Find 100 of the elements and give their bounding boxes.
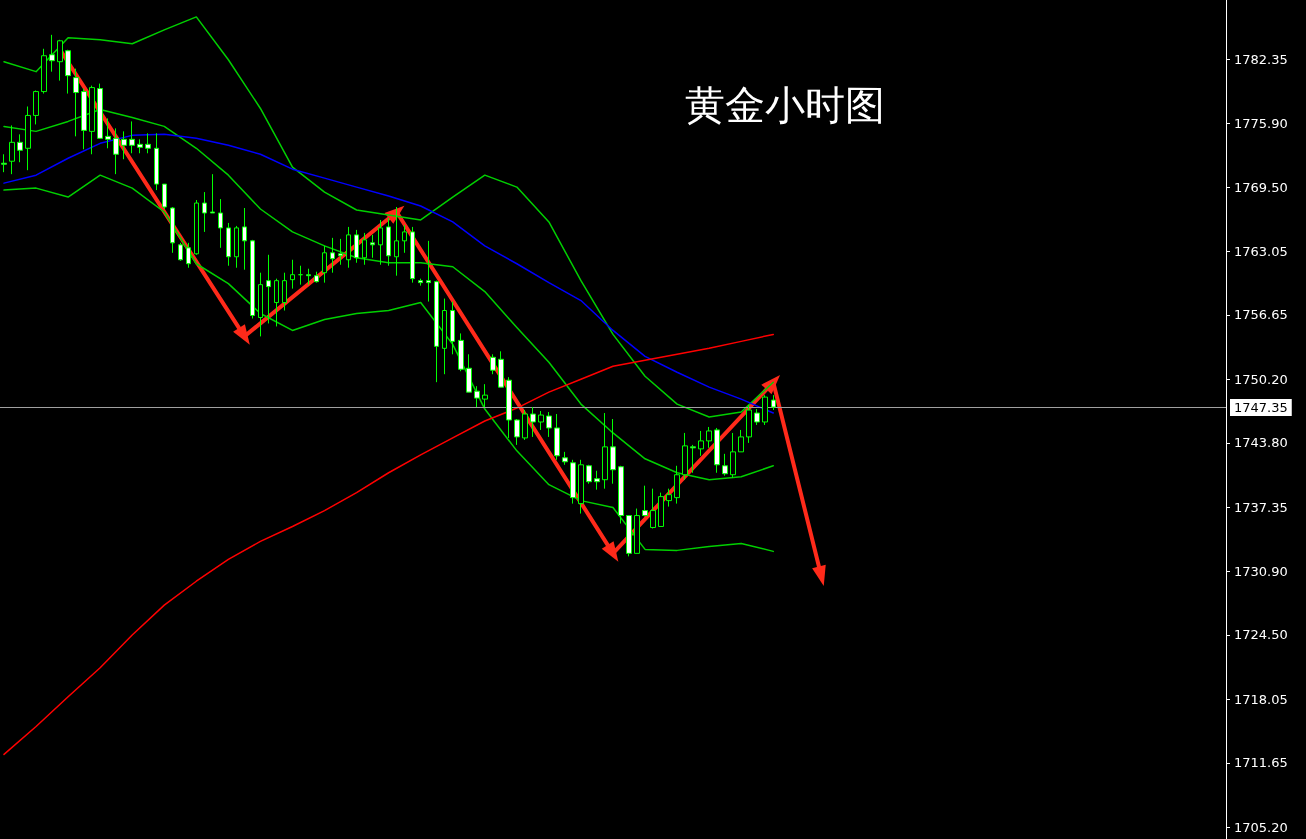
candlestick bbox=[1, 153, 7, 173]
y-tick-label: 1756.65 bbox=[1234, 307, 1288, 323]
candlestick bbox=[194, 199, 199, 256]
y-tick-label: 1718.05 bbox=[1234, 691, 1288, 707]
candlestick bbox=[282, 272, 287, 312]
candlestick bbox=[530, 406, 536, 438]
candlestick bbox=[57, 39, 63, 82]
candlestick bbox=[754, 408, 760, 426]
candlestick bbox=[498, 350, 504, 388]
candlestick bbox=[410, 226, 415, 284]
candlestick bbox=[378, 219, 383, 266]
candlestick bbox=[234, 225, 239, 269]
candlestick bbox=[626, 515, 632, 557]
candlestick bbox=[258, 272, 263, 337]
candlestick bbox=[330, 237, 335, 274]
candlestick bbox=[49, 34, 55, 73]
candlestick bbox=[25, 105, 31, 171]
candlestick bbox=[522, 409, 528, 441]
candlestick bbox=[322, 245, 327, 284]
candlestick bbox=[442, 298, 447, 375]
candlestick bbox=[538, 410, 544, 431]
candlestick bbox=[226, 222, 231, 267]
candlestick bbox=[602, 412, 608, 490]
candlestick bbox=[618, 465, 624, 524]
candlestick bbox=[41, 48, 47, 95]
candlestick bbox=[314, 271, 319, 284]
candlestick bbox=[89, 85, 95, 155]
candlestick bbox=[202, 191, 207, 233]
candlestick bbox=[9, 124, 15, 175]
candlestick bbox=[362, 232, 367, 266]
candlestick bbox=[578, 459, 584, 515]
candlestick bbox=[218, 198, 223, 249]
candlestick bbox=[642, 485, 648, 518]
y-tick-label: 1782.35 bbox=[1234, 51, 1288, 67]
candlestick bbox=[370, 234, 375, 259]
candlestick bbox=[242, 207, 247, 271]
candlestick bbox=[65, 49, 71, 95]
y-tick-label: 1763.05 bbox=[1234, 243, 1288, 259]
candlestick bbox=[113, 127, 119, 175]
candlestick bbox=[338, 238, 343, 266]
candlestick bbox=[17, 133, 23, 163]
candlestick bbox=[722, 453, 728, 477]
candlestick bbox=[186, 242, 191, 269]
y-tick-label: 1769.50 bbox=[1234, 179, 1288, 195]
candlestick bbox=[610, 418, 616, 485]
candlestick bbox=[594, 470, 600, 491]
candlestick bbox=[137, 138, 143, 154]
candlestick bbox=[771, 394, 776, 411]
candlestick bbox=[746, 404, 752, 444]
y-tick-label: 1775.90 bbox=[1234, 115, 1288, 131]
candlestick bbox=[458, 332, 464, 372]
candlestick bbox=[666, 488, 672, 508]
candlestick bbox=[426, 240, 431, 303]
candlestick bbox=[482, 383, 488, 408]
candlestick bbox=[170, 206, 175, 254]
candlestick bbox=[514, 418, 520, 446]
line-series bbox=[3, 333, 775, 756]
y-tick-label: 1750.20 bbox=[1234, 371, 1288, 387]
candlestick bbox=[634, 508, 640, 554]
candlestick bbox=[682, 432, 688, 481]
candlestick bbox=[306, 268, 311, 286]
line-series bbox=[3, 133, 775, 414]
candlestick bbox=[474, 385, 480, 408]
candlestick bbox=[506, 376, 512, 439]
candlestick bbox=[418, 278, 423, 287]
ref-line-label: 1747.35 bbox=[1234, 400, 1288, 416]
candlestick bbox=[145, 132, 151, 154]
candlestick bbox=[298, 265, 303, 286]
y-tick-label: 1711.65 bbox=[1234, 755, 1288, 771]
candlestick bbox=[105, 117, 111, 149]
candlestick bbox=[73, 68, 79, 137]
y-tick-label: 1724.50 bbox=[1234, 627, 1288, 643]
candlestick bbox=[162, 183, 167, 210]
candlestick bbox=[466, 353, 472, 393]
candlestick bbox=[210, 173, 215, 214]
y-tick-label: 1730.90 bbox=[1234, 563, 1288, 579]
candlestick bbox=[658, 492, 664, 527]
candlestick bbox=[650, 488, 656, 529]
candlestick bbox=[546, 411, 552, 438]
candlestick bbox=[274, 278, 279, 327]
candlestick bbox=[738, 429, 744, 453]
y-tick-label: 1705.20 bbox=[1234, 819, 1288, 835]
candlestick bbox=[178, 242, 183, 262]
candlestick bbox=[714, 427, 720, 474]
candlestick bbox=[674, 465, 680, 505]
candlestick bbox=[290, 259, 295, 290]
candlestick bbox=[402, 224, 407, 254]
candlestick bbox=[33, 90, 39, 125]
candlestick bbox=[354, 229, 359, 264]
y-tick-label: 1743.80 bbox=[1234, 435, 1288, 451]
candlestick bbox=[570, 459, 576, 505]
candlestick bbox=[706, 426, 712, 449]
line-series bbox=[3, 174, 775, 553]
candlestick bbox=[394, 206, 399, 277]
candlestick bbox=[554, 413, 560, 461]
candlestick bbox=[698, 430, 704, 457]
candlestick bbox=[450, 301, 455, 355]
y-tick-label: 1737.35 bbox=[1234, 499, 1288, 515]
candlestick bbox=[434, 280, 439, 383]
candlestick bbox=[346, 226, 351, 269]
